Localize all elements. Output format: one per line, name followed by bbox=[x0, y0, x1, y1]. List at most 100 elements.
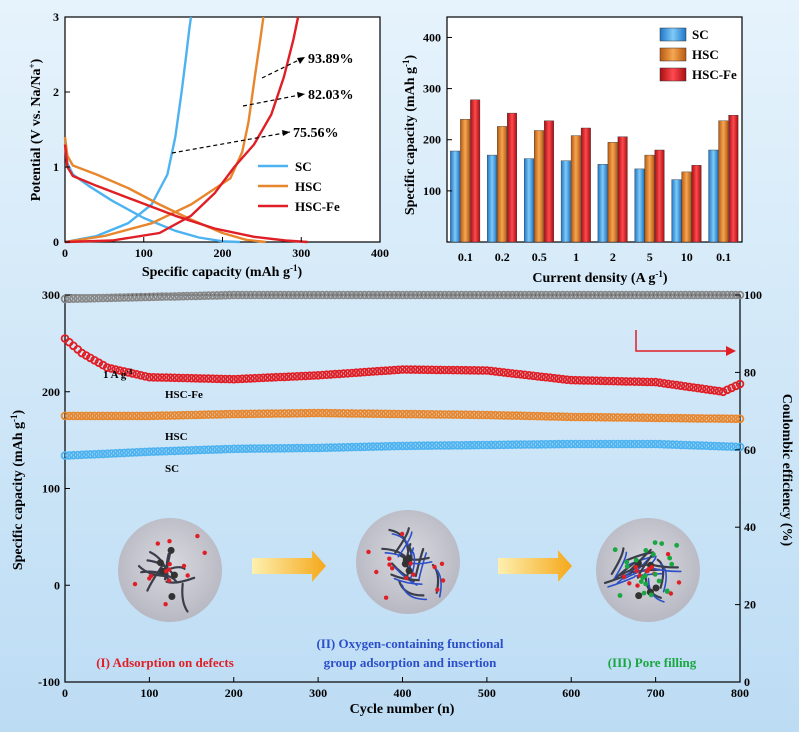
stage-2-label-line1: (II) Oxygen-containing functional bbox=[316, 636, 503, 651]
cycle-point-sc bbox=[499, 440, 509, 450]
cycle-point-hsc-fe bbox=[381, 366, 390, 376]
cycle-point-hsc bbox=[313, 408, 323, 418]
inserted-layer bbox=[634, 572, 664, 577]
cycle-point-sc bbox=[634, 439, 644, 449]
cycle-point-ce bbox=[393, 290, 403, 300]
cycle-point-hsc-fe bbox=[596, 376, 606, 386]
cycle-point-sc bbox=[693, 441, 703, 450]
cycle-point-hsc bbox=[73, 411, 82, 421]
cycle-point-sc bbox=[524, 440, 534, 449]
cycle-point-hsc bbox=[94, 411, 104, 421]
cycle-point-hsc-fe bbox=[512, 369, 521, 379]
cycle-point-sc bbox=[575, 439, 584, 449]
pore-filling-dot bbox=[642, 573, 648, 579]
cycle-point-hsc bbox=[579, 412, 589, 422]
cycle-point-ce bbox=[587, 290, 597, 300]
cycle-point-hsc bbox=[174, 410, 184, 420]
cycle-xtick-label-0: 0 bbox=[62, 686, 68, 700]
cycle-point-sc bbox=[157, 446, 167, 456]
defect-dot bbox=[156, 559, 164, 567]
cycle-point-hsc-fe bbox=[317, 370, 327, 380]
cycle-point-ce bbox=[347, 290, 357, 300]
cycle-point-hsc bbox=[545, 412, 555, 421]
cycle-point-sc bbox=[195, 445, 205, 455]
cycle-point-ce bbox=[317, 290, 327, 300]
cycle-point-hsc-fe bbox=[461, 365, 471, 375]
cycle-point-sc bbox=[225, 444, 234, 454]
cycle-point-ce bbox=[258, 290, 268, 300]
cycle-point-ce bbox=[668, 290, 677, 300]
stage-arrow-1 bbox=[252, 550, 326, 582]
defect-dot bbox=[635, 592, 643, 600]
cycle-point-hsc bbox=[528, 411, 538, 421]
cycle-point-ce bbox=[718, 290, 728, 300]
cycle-point-ce bbox=[271, 290, 281, 300]
cycle-point-hsc bbox=[258, 409, 268, 419]
cycle-point-hsc bbox=[111, 411, 120, 421]
cycle-point-ce bbox=[676, 290, 686, 300]
ce-axis-pointer-head bbox=[726, 346, 736, 356]
cycle-point-hsc bbox=[157, 411, 167, 420]
gcd-ylabel: Potential (V vs. Na/Na+) bbox=[27, 58, 44, 201]
cycle-point-sc bbox=[587, 439, 597, 449]
gcd-curve-sc-charge bbox=[64, 16, 193, 244]
cycle-point-hsc-fe bbox=[571, 375, 580, 385]
cycle-point-sc bbox=[448, 440, 458, 450]
cycle-point-hsc-fe bbox=[170, 373, 180, 383]
cycle-point-hsc bbox=[221, 409, 230, 419]
cycle-point-sc bbox=[221, 444, 230, 454]
cycle-point-ce bbox=[216, 290, 226, 300]
cycle-point-hsc bbox=[431, 410, 441, 419]
cycle-point-ce bbox=[351, 290, 361, 300]
cycle-point-hsc bbox=[520, 411, 530, 421]
cycle-point-hsc-fe bbox=[140, 371, 150, 381]
gcd-curves bbox=[63, 16, 308, 244]
cycle-point-ce bbox=[566, 290, 576, 300]
sodium-dot bbox=[440, 578, 446, 583]
cycle-point-hsc bbox=[69, 411, 78, 421]
cycle-point-hsc bbox=[330, 408, 340, 418]
cycle-point-ce bbox=[452, 290, 462, 300]
cycle-point-hsc-fe bbox=[330, 369, 340, 379]
rate-bar-hsc-fe-5 bbox=[654, 149, 665, 243]
cycle-point-ce bbox=[499, 290, 509, 300]
sodium-dot bbox=[132, 581, 138, 587]
cycle-point-sc bbox=[237, 444, 247, 454]
cycle-point-hsc bbox=[162, 411, 171, 420]
stage-2-carbon-layers bbox=[366, 527, 446, 601]
cycle-point-hsc bbox=[360, 409, 369, 418]
rate-bar-sc-6 bbox=[671, 179, 682, 243]
cycle-point-sc bbox=[372, 442, 382, 451]
rate-legend-swatch-hsc-fe bbox=[659, 67, 687, 82]
cycle-ytick-label-100: 100 bbox=[42, 482, 60, 496]
cycle-point-sc bbox=[94, 449, 104, 459]
rate-bar-hsc-1 bbox=[497, 126, 507, 243]
cycle-point-sc bbox=[706, 441, 715, 451]
cycle-point-ce bbox=[689, 290, 698, 300]
cycle-point-hsc bbox=[419, 409, 428, 419]
cycle-point-hsc bbox=[655, 413, 665, 423]
cycle-point-hsc-fe bbox=[693, 383, 703, 393]
cycle-point-hsc bbox=[710, 414, 719, 423]
cycle-point-hsc-fe bbox=[524, 370, 534, 380]
rate-legend-swatch-sc bbox=[659, 27, 687, 42]
mechanism-schematic: (I) Adsorption on defects (II) Oxygen-co… bbox=[96, 510, 700, 670]
sodium-dot bbox=[387, 562, 392, 567]
pore-filling-dot bbox=[643, 548, 649, 553]
cycle-point-hsc bbox=[642, 413, 652, 423]
gcd-xtick-label-200: 200 bbox=[214, 246, 232, 260]
cycle-point-hsc bbox=[195, 410, 205, 420]
cycle-point-hsc-fe bbox=[604, 376, 614, 386]
sodium-dot bbox=[185, 573, 190, 578]
cycle-point-hsc-fe bbox=[566, 375, 576, 385]
cycle-point-hsc-fe bbox=[212, 374, 222, 384]
cycle-point-hsc bbox=[267, 409, 277, 418]
cycle-point-sc bbox=[490, 440, 500, 450]
cycle-point-hsc-fe bbox=[86, 353, 95, 363]
annotation-75-56: 75.56% bbox=[293, 126, 339, 141]
cycle-point-hsc-fe bbox=[166, 373, 175, 383]
cycle-point-ce bbox=[263, 290, 272, 300]
cycle-point-hsc bbox=[423, 409, 433, 419]
carbon-layer bbox=[394, 527, 410, 554]
